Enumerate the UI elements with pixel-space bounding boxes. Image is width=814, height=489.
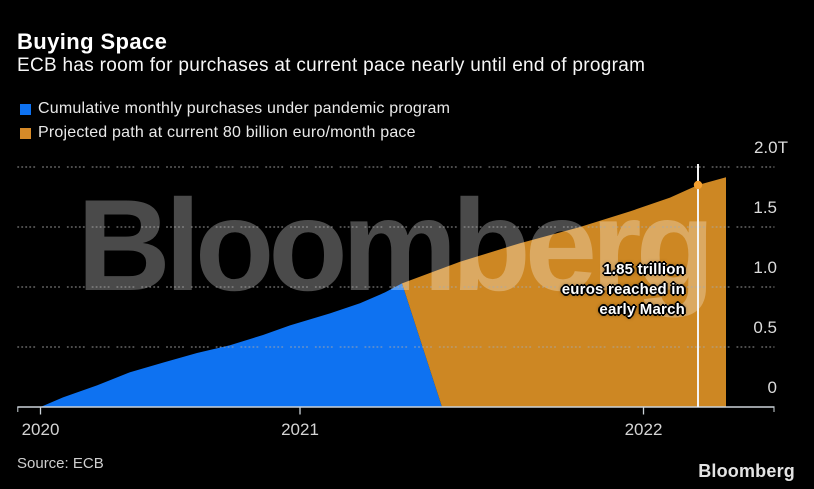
area-actual bbox=[40, 283, 442, 407]
watermark-text: Bloomberg bbox=[77, 172, 709, 318]
annotation-line: early March bbox=[599, 301, 685, 318]
chart-subtitle: ECB has room for purchases at current pa… bbox=[17, 55, 646, 76]
y-axis-label: 0 bbox=[767, 378, 777, 397]
legend-item-actual: Cumulative monthly purchases under pande… bbox=[20, 97, 450, 121]
area-projection bbox=[402, 177, 726, 407]
y-axis-label: 1.5 bbox=[753, 198, 777, 217]
annotation-line: euros reached in bbox=[561, 281, 685, 298]
chart-title: Buying Space bbox=[17, 29, 168, 54]
legend-chip-orange-icon bbox=[20, 127, 31, 139]
legend-item-projected: Projected path at current 80 billion eur… bbox=[20, 121, 450, 145]
source-note: Source: ECB bbox=[17, 455, 104, 472]
x-axis-label: 2020 bbox=[21, 420, 60, 439]
legend: Cumulative monthly purchases under pande… bbox=[20, 97, 450, 145]
annotation: 1.85 trillion euros reached in early Mar… bbox=[562, 260, 685, 320]
x-axis-label: 2021 bbox=[281, 420, 319, 439]
legend-chip-blue-icon bbox=[20, 103, 31, 115]
y-axis-label: 0.5 bbox=[753, 318, 777, 337]
legend-label: Projected path at current 80 billion eur… bbox=[38, 124, 416, 141]
y-axis-label: 2.0T bbox=[753, 138, 788, 157]
legend-label: Cumulative monthly purchases under pande… bbox=[38, 100, 451, 117]
y-axis-label: 1.0 bbox=[753, 258, 777, 277]
marker-dot bbox=[693, 180, 703, 190]
brand-logo: Bloomberg bbox=[698, 461, 795, 481]
annotation-line: 1.85 trillion bbox=[603, 261, 685, 278]
x-axis-label: 2022 bbox=[624, 420, 663, 439]
